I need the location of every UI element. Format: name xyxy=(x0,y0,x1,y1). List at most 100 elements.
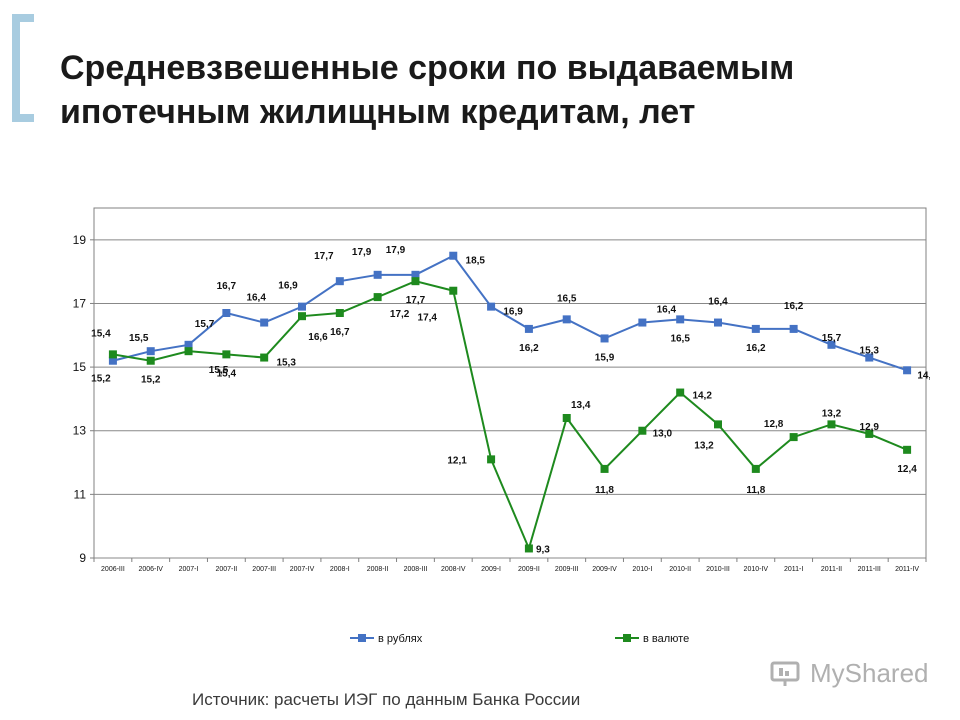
x-tick-label: 2006-III xyxy=(101,566,125,573)
data-label: 9,3 xyxy=(536,544,550,555)
data-point xyxy=(108,350,117,359)
data-point xyxy=(524,324,533,333)
series-line-fx xyxy=(112,280,908,552)
data-point xyxy=(865,429,874,438)
y-tick-label: 11 xyxy=(74,487,87,501)
x-tick-label: 2007-IV xyxy=(290,566,315,573)
legend-label: в рублях xyxy=(378,633,423,645)
x-tick-label: 2009-I xyxy=(481,566,501,573)
data-point xyxy=(562,315,571,324)
x-tick-label: 2010-I xyxy=(632,566,652,573)
data-label: 11,8 xyxy=(595,485,614,496)
data-label: 17,2 xyxy=(390,309,410,320)
x-tick-label: 2006-IV xyxy=(138,566,163,573)
data-label: 17,4 xyxy=(418,313,438,324)
data-point xyxy=(184,347,193,356)
y-tick-label: 13 xyxy=(73,424,87,438)
data-label: 15,7 xyxy=(822,333,842,344)
x-tick-label: 2008-IV xyxy=(441,566,466,573)
x-tick-label: 2007-II xyxy=(215,566,237,573)
data-point xyxy=(108,356,117,365)
data-label: 15,2 xyxy=(91,374,111,385)
data-label: 13,2 xyxy=(822,408,842,419)
plot-frame xyxy=(93,207,927,559)
data-point xyxy=(524,544,533,553)
data-label: 15,3 xyxy=(860,346,880,357)
data-label: 12,4 xyxy=(897,464,917,475)
title-line-1: Средневзвешенные сроки по выдаваемым xyxy=(60,49,795,87)
data-label: 15,7 xyxy=(195,319,215,330)
data-point xyxy=(222,309,231,317)
data-label: 16,9 xyxy=(278,281,298,292)
data-label: 16,4 xyxy=(708,297,728,308)
data-label: 18,5 xyxy=(466,256,486,267)
data-point xyxy=(411,277,420,286)
data-point xyxy=(751,464,760,473)
x-tick-label: 2010-III xyxy=(706,566,730,573)
data-label: 16,2 xyxy=(784,301,804,312)
data-point xyxy=(714,420,722,429)
data-point xyxy=(714,318,722,327)
legend-label: в валюте xyxy=(643,633,689,645)
x-tick-label: 2011-I xyxy=(784,566,803,573)
data-point xyxy=(789,433,798,442)
y-tick-label: 15 xyxy=(73,360,87,374)
presentation-icon xyxy=(770,661,800,686)
data-label: 16,2 xyxy=(746,343,766,354)
data-label: 17,7 xyxy=(406,295,426,306)
y-tick-label: 19 xyxy=(73,233,87,247)
data-label: 11,8 xyxy=(746,485,765,496)
data-point xyxy=(184,340,193,349)
data-label: 16,5 xyxy=(557,293,577,304)
x-tick-label: 2008-I xyxy=(330,566,350,573)
watermark-logo: MyShared xyxy=(770,656,930,696)
x-tick-label: 2007-III xyxy=(252,566,276,573)
data-label: 16,7 xyxy=(330,327,350,338)
data-point xyxy=(789,324,798,333)
data-point xyxy=(827,420,836,429)
data-point xyxy=(676,388,685,397)
data-label: 16,7 xyxy=(217,281,237,292)
data-label: 15,3 xyxy=(276,358,296,369)
line-chart: 9 11 13 15 17 19 2006-III 2006-IV 2007-I 2007-II 2… xyxy=(73,207,930,645)
data-label: 15,2 xyxy=(141,375,161,386)
data-label: 15,4 xyxy=(217,368,237,379)
legend-swatch-marker xyxy=(623,634,631,642)
data-point xyxy=(298,302,306,311)
data-label: 13,0 xyxy=(653,429,673,440)
data-label: 17,7 xyxy=(314,251,334,262)
y-tick-label: 17 xyxy=(73,296,87,310)
data-point xyxy=(751,324,760,333)
data-point xyxy=(638,318,647,327)
data-label: 14,2 xyxy=(692,391,712,402)
data-label: 12,9 xyxy=(860,422,880,433)
x-tick-label: 2009-II xyxy=(518,566,540,573)
data-point xyxy=(335,277,344,286)
data-point xyxy=(638,426,647,435)
x-tick-label: 2011-II xyxy=(821,566,842,573)
data-label: 12,1 xyxy=(447,455,467,466)
data-point xyxy=(373,293,382,302)
title-bracket-decoration xyxy=(12,14,34,122)
series-line-rub xyxy=(112,254,908,372)
x-tick-label: 2009-III xyxy=(555,566,579,573)
data-point xyxy=(260,353,269,362)
data-label: 15,5 xyxy=(129,333,149,344)
page-title: Средневзвешенные сроки по выдаваемым ипо… xyxy=(60,46,920,134)
data-label: 15,4 xyxy=(91,328,111,339)
data-label: 13,2 xyxy=(694,440,714,451)
data-point xyxy=(903,366,912,375)
y-tick-label: 9 xyxy=(79,551,86,565)
data-point xyxy=(449,251,458,260)
x-tick-label: 2009-IV xyxy=(592,566,617,573)
data-point xyxy=(373,270,382,279)
data-point xyxy=(335,309,344,317)
data-point xyxy=(487,455,496,464)
data-label: 17,9 xyxy=(386,245,406,256)
data-label: 12,8 xyxy=(764,419,784,430)
x-tick-label: 2008-III xyxy=(404,566,428,573)
data-label: 16,5 xyxy=(670,333,690,344)
x-tick-label: 2010-II xyxy=(669,566,691,573)
legend-swatch-marker xyxy=(358,634,366,642)
data-label: 16,2 xyxy=(519,343,539,354)
